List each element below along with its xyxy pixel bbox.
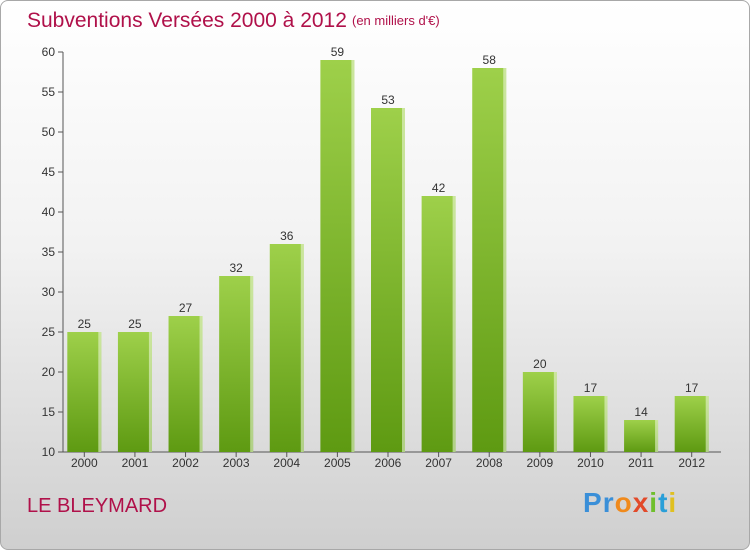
value-label: 59 <box>331 45 345 59</box>
x-tick-label: 2002 <box>172 456 199 470</box>
x-tick-label: 2005 <box>324 456 351 470</box>
x-tick-label: 2000 <box>71 456 98 470</box>
logo-letter: x <box>632 487 650 518</box>
y-tick-label: 60 <box>42 45 56 59</box>
bar-2005 <box>320 60 355 452</box>
value-label: 53 <box>381 93 395 107</box>
bar-2001 <box>117 332 152 452</box>
value-label: 32 <box>229 261 243 275</box>
bar-highlight <box>503 68 507 452</box>
bar-highlight <box>604 396 608 452</box>
bar-2004 <box>269 244 304 452</box>
y-tick-label: 55 <box>42 85 56 99</box>
x-tick-label: 2006 <box>375 456 402 470</box>
proxiti-logo: Proxiti <box>583 487 677 519</box>
logo-letter: P <box>583 487 603 518</box>
x-tick-label: 2001 <box>122 456 149 470</box>
value-label: 25 <box>78 317 92 331</box>
bar-2003 <box>219 276 254 452</box>
value-label: 27 <box>179 301 193 315</box>
y-tick-label: 30 <box>42 285 56 299</box>
x-tick-label: 2009 <box>526 456 553 470</box>
bar-highlight <box>655 420 659 452</box>
bar-highlight <box>148 332 152 452</box>
bar-2009 <box>522 372 557 452</box>
value-label: 17 <box>685 381 699 395</box>
logo-letter: i <box>649 487 659 518</box>
x-tick-label: 2011 <box>628 456 654 470</box>
x-tick-label: 2010 <box>577 456 604 470</box>
logo-letter: o <box>614 487 633 518</box>
x-tick-label: 2007 <box>425 456 452 470</box>
bar-highlight <box>705 396 709 452</box>
y-tick-label: 25 <box>42 325 56 339</box>
bar-2007 <box>421 196 456 452</box>
value-label: 20 <box>533 357 547 371</box>
bar-highlight <box>300 244 304 452</box>
x-tick-label: 2008 <box>476 456 503 470</box>
bar-highlight <box>199 316 203 452</box>
y-tick-label: 35 <box>42 245 56 259</box>
value-label: 25 <box>128 317 142 331</box>
y-tick-label: 50 <box>42 125 56 139</box>
bar-2006 <box>371 108 405 452</box>
bar-highlight <box>250 276 254 452</box>
bar-highlight <box>553 372 557 452</box>
bar-2008 <box>472 68 507 452</box>
x-tick-label: 2012 <box>678 456 705 470</box>
x-tick-label: 2004 <box>273 456 300 470</box>
logo-letter: t <box>658 487 669 518</box>
value-label: 42 <box>432 181 446 195</box>
y-tick-label: 20 <box>42 365 56 379</box>
x-tick-label: 2003 <box>223 456 250 470</box>
value-label: 14 <box>634 405 648 419</box>
value-label: 58 <box>483 53 497 67</box>
y-tick-label: 15 <box>42 405 56 419</box>
chart-subtitle: (en milliers d'€) <box>352 13 440 28</box>
bar-highlight <box>351 60 355 452</box>
value-label: 36 <box>280 229 294 243</box>
value-label: 17 <box>584 381 598 395</box>
bar-2012 <box>674 396 709 452</box>
commune-name: LE BLEYMARD <box>27 495 168 517</box>
bar-2011 <box>624 420 659 452</box>
y-tick-label: 10 <box>42 445 56 459</box>
bar-2002 <box>168 316 203 452</box>
logo-letter: r <box>602 487 615 518</box>
chart-title: Subventions Versées 2000 à 2012 <box>27 9 347 32</box>
bar-2000 <box>67 332 102 452</box>
bar-2010 <box>573 396 608 452</box>
y-tick-label: 45 <box>42 165 56 179</box>
bar-highlight <box>402 108 405 452</box>
y-tick-label: 40 <box>42 205 56 219</box>
bar-highlight <box>452 196 456 452</box>
logo-letter: i <box>668 487 678 518</box>
bar-highlight <box>98 332 102 452</box>
